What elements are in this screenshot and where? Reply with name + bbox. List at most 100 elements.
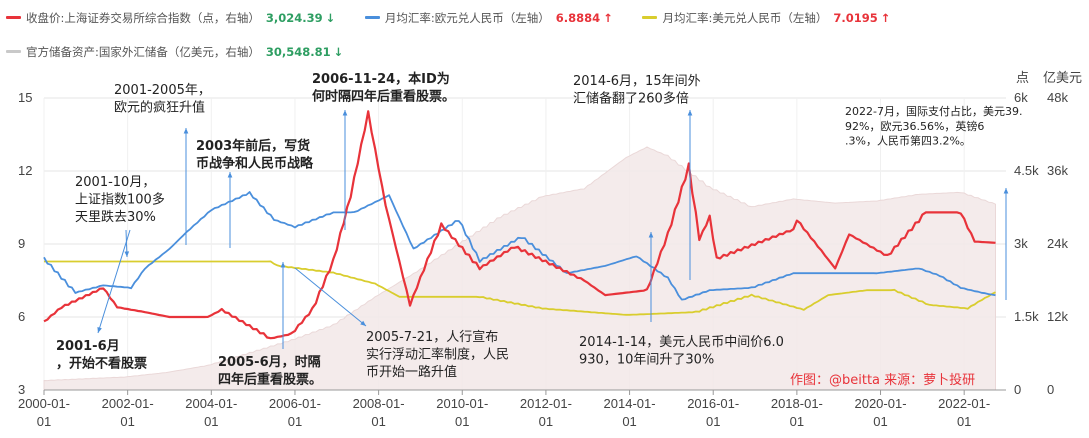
x-tick-label-day: 01 [120,414,134,429]
arrow-2001-2005-head [183,128,189,134]
x-tick-label-day: 01 [288,414,302,429]
x-tick-label-day: 01 [37,414,51,429]
right-tick-label-index: 1.5k [1014,309,1039,324]
annotation-2022-07: 2022-7月，国际支付占比，美元39. 92%，欧元36.56%，英镑6.3%，… [845,104,1022,148]
annotation-2005-06-line: 2005-6月，时隔 [218,354,321,370]
right-tick-label-index: 3k [1014,236,1028,251]
legend-swatch-grey [6,50,21,53]
right-axis-unit-index: 点 [1016,71,1029,86]
x-tick-label-day: 01 [790,414,804,429]
credit-text: 作图：@beitta 来源：萝卜投研 [790,372,975,388]
x-tick-label: 2022-01- [938,396,990,411]
arrow-2001-10-b-head [124,251,130,257]
arrow-down-icon: ↓ [325,10,336,25]
legend-item-usd-cny[interactable]: 月均汇率:美元兑人民币（左轴） 7.0195 ↑ [642,10,890,26]
right-axis-unit-reserves: 亿美元 [1043,71,1082,86]
annotation-2005-07-21: 2005-7-21，人行宣布实行浮动汇率制度，人民币开始一路升值 [366,329,509,380]
annotation-2005-07-21-line: 2005-7-21，人行宣布 [366,329,498,345]
x-tick-label: 2006-01- [269,396,321,411]
x-tick-label-day: 01 [371,414,385,429]
legend-row-2: 官方储备资产:国家外汇储备（亿美元，右轴） 30,548.81 ↓ [6,42,369,60]
arrow-2001-10 [97,229,131,334]
annotation-2022-07-line: 92%，欧元36.56%，英镑6 [845,119,984,133]
annotation-2014-06-line: 汇储备翻了260多倍 [573,91,689,107]
x-tick-label: 2008-01- [353,396,405,411]
annotation-2001-2005-line: 2001-2005年， [114,83,211,98]
right-tick-label-reserves: 24k [1047,236,1068,251]
annotation-2006-11-24: 2006-11-24，本ID为何时隔四年后重看股票。 [312,71,455,105]
annotation-2003-line: 2003年前后，写货 [196,138,310,154]
x-tick-label: 2002-01- [102,396,154,411]
annotation-2001-06: 2001-6月 ，开始不看股票 [56,339,147,372]
legend-label: 官方储备资产:国家外汇储备（亿美元，右轴） [26,44,260,59]
right-tick-label-reserves: 48k [1047,90,1068,105]
legend-swatch-yellow [642,16,658,19]
annotation-2001-10-line: 上证指数100多 [75,192,165,208]
annotation-2022-07-line: .3%，人民币第四3.2%。 [845,134,971,148]
annotation-2001-06-line: 2001-6月 [56,339,120,354]
x-tick-label: 2010-01- [436,396,488,411]
annotation-2006-11-24-line: 何时隔四年后重看股票。 [312,89,455,105]
legend-item-fx-reserves[interactable]: 官方储备资产:国家外汇储备（亿美元，右轴） 30,548.81 ↓ [6,44,343,60]
left-tick-label: 15 [18,90,32,105]
annotations: 2001-6月，开始不看股票2001-10月，上证指数100多天里跌去30%20… [56,71,1022,388]
legend-item-eur-cny[interactable]: 月均汇率:欧元兑人民币（左轴） 6.8884 ↑ [364,10,613,26]
left-tick-label: 3 [18,382,25,397]
legend-item-shanghai-index[interactable]: 收盘价:上海证券交易所综合指数（点，右轴） 3,024.39 ↓ [6,10,335,26]
axes: 3 0 0 6 1.5k 12k 9 3k 24k 12 4.5k 36k 15 6k 48k 点 亿美元 200… [18,71,1082,429]
x-tick-label-day: 01 [622,414,636,429]
annotation-2003: 2003年前后，写货币战争和人民币战略 [196,138,314,172]
legend-label: 月均汇率:美元兑人民币（左轴） [662,10,828,25]
series-lines [43,110,996,340]
x-tick-label: 2012-01- [520,396,572,411]
annotation-2014-01-14-line: 930，10年间升了30% [579,353,714,368]
series-line-shanghai-index [43,110,996,340]
legend-label: 月均汇率:欧元兑人民币（左轴） [384,10,550,25]
arrow-down-icon: ↓ [333,44,344,59]
annotation-2014-06-line: 2014-6月，15年间外 [573,74,701,89]
annotation-2005-06-line: 四年后重看股票。 [218,372,322,388]
x-tick-label: 2020-01- [854,396,906,411]
legend-swatch-blue [364,16,380,19]
arrow-2014-01-14-head [648,232,654,238]
x-tick-label-day: 01 [873,414,887,429]
right-tick-label-reserves: 36k [1047,163,1068,178]
arrow-2005-06-head [280,262,286,268]
right-tick-label-index: 0 [1014,382,1021,397]
x-tick-label-day: 01 [539,414,553,429]
arrow-2003-head [227,172,233,178]
right-tick-label-reserves: 0 [1047,382,1054,397]
x-tick-label-day: 01 [455,414,469,429]
right-tick-label-index: 4.5k [1014,163,1039,178]
legend-value: 7.0195 [833,10,878,25]
x-tick-label: 2018-01- [771,396,823,411]
legend-value: 3,024.39 [265,10,323,25]
annotation-2014-01-14-line: 2014-1-14，美元人民币中间价6.0 [579,335,784,350]
left-tick-label: 12 [18,163,32,178]
arrow-2005-07-21-head [360,320,366,326]
arrow-2001-10-head [97,327,102,333]
right-tick-label-index: 6k [1014,90,1028,105]
annotation-2005-06: 2005-6月，时隔四年后重看股票。 [218,354,322,388]
annotation-2001-2005-line: 欧元的疯狂升值 [114,100,205,116]
annotation-2022-07-line: 2022-7月，国际支付占比，美元39. [845,104,1022,118]
legend-swatch-red [6,16,21,19]
series-area-fx-reserves [43,146,996,391]
x-tick-label-day: 01 [706,414,720,429]
arrow-2005-07-21 [294,267,367,327]
annotation-2001-10-line: 2001-10月， [75,175,155,190]
x-tick-label: 2000-01- [18,396,70,411]
x-tick-label: 2016-01- [687,396,739,411]
reserves-area [43,146,996,391]
series-line-eur-cny [43,191,996,301]
x-tick-label-day: 01 [957,414,971,429]
right-tick-label-reserves: 12k [1047,309,1068,324]
annotation-2006-11-24-line: 2006-11-24，本ID为 [312,71,450,87]
x-tick-label: 2004-01- [185,396,237,411]
annotation-2014-06: 2014-6月，15年间外汇储备翻了260多倍 [573,74,701,107]
annotation-2014-01-14: 2014-1-14，美元人民币中间价6.0 930，10年间升了30% [579,335,784,368]
arrow-2022-07-head [1003,188,1009,194]
annotation-2001-2005: 2001-2005年， 欧元的疯狂升值 [114,83,211,116]
legend-value: 6.8884 [555,10,601,25]
